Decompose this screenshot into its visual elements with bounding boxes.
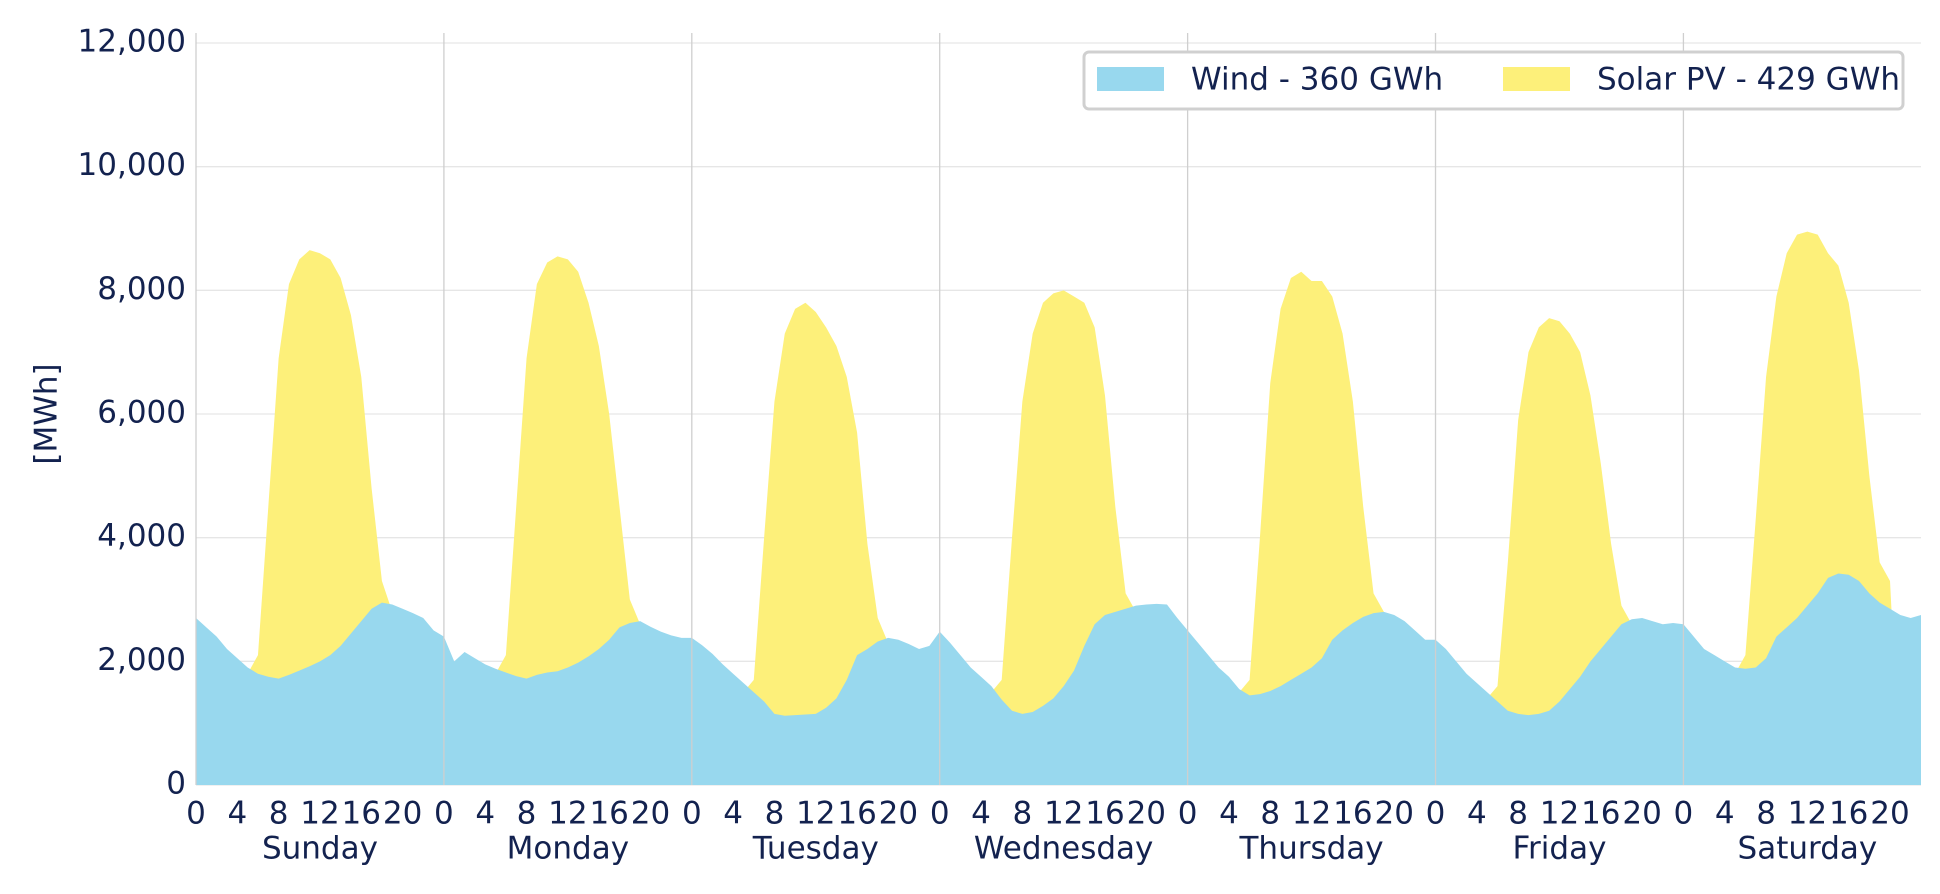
x-tick-label: 16: [1333, 796, 1372, 832]
x-tick-label: 0: [1674, 796, 1694, 832]
legend-label: Wind - 360 GWh: [1191, 62, 1443, 98]
x-tick-label: 16: [589, 796, 628, 832]
x-tick-label: 16: [342, 796, 381, 832]
day-label: Thursday: [1238, 831, 1383, 867]
y-tick-label: 8,000: [97, 271, 186, 307]
x-tick-label: 8: [765, 796, 785, 832]
x-tick-label: 20: [879, 796, 918, 832]
legend-label: Solar PV - 429 GWh: [1597, 62, 1900, 98]
x-tick-label: 12: [300, 796, 339, 832]
y-tick-label: 0: [166, 766, 186, 802]
x-tick-label: 20: [631, 796, 670, 832]
x-tick-label: 12: [1540, 796, 1579, 832]
day-label: Saturday: [1738, 831, 1878, 867]
x-tick-label: 20: [1622, 796, 1661, 832]
legend-swatch: [1503, 67, 1570, 91]
y-tick-label: 10,000: [78, 147, 186, 183]
x-tick-label: 4: [971, 796, 991, 832]
x-tick-label: 0: [1178, 796, 1198, 832]
y-axis-label: [MWh]: [29, 363, 65, 464]
area: [196, 573, 1921, 785]
x-tick-label: 20: [1374, 796, 1413, 832]
day-label: Wednesday: [974, 831, 1153, 867]
x-tick-label: 0: [1426, 796, 1446, 832]
legend-swatch: [1097, 67, 1164, 91]
areas: [196, 231, 1921, 785]
x-tick-label: 16: [1085, 796, 1124, 832]
day-label: Friday: [1512, 831, 1606, 867]
y-tick-label: 2,000: [97, 642, 186, 678]
x-tick-label: 4: [475, 796, 495, 832]
x-tick-label: 8: [1260, 796, 1280, 832]
x-tick-label: 20: [1127, 796, 1166, 832]
x-tick-label: 20: [1870, 796, 1909, 832]
x-tick-label: 4: [227, 796, 247, 832]
x-tick-label: 4: [723, 796, 743, 832]
x-tick-label: 20: [383, 796, 422, 832]
x-tick-label: 4: [1715, 796, 1735, 832]
x-tick-label: 0: [434, 796, 454, 832]
x-tick-label: 0: [682, 796, 702, 832]
x-tick-label: 8: [1508, 796, 1528, 832]
x-tick-label: 16: [1829, 796, 1868, 832]
x-tick-label: 8: [1756, 796, 1776, 832]
x-tick-label: 12: [796, 796, 835, 832]
y-tick-label: 4,000: [97, 518, 186, 554]
x-tick-label: 8: [517, 796, 537, 832]
x-tick-label: 4: [1467, 796, 1487, 832]
y-tick-label: 6,000: [97, 395, 186, 431]
x-tick-label: 12: [548, 796, 587, 832]
x-tick-label: 8: [269, 796, 289, 832]
x-tick-label: 12: [1292, 796, 1331, 832]
x-tick-label: 12: [1044, 796, 1083, 832]
x-tick-label: 0: [930, 796, 950, 832]
x-tick-label: 0: [186, 796, 206, 832]
x-tick-label: 8: [1012, 796, 1032, 832]
day-label: Monday: [507, 831, 629, 867]
x-tick-label: 16: [1581, 796, 1620, 832]
x-tick-label: 16: [837, 796, 876, 832]
legend-box: [1082, 50, 1905, 111]
day-label: Sunday: [262, 831, 378, 867]
x-tick-label: 12: [1788, 796, 1827, 832]
x-tick-label: 4: [1219, 796, 1239, 832]
day-label: Tuesday: [752, 831, 879, 867]
y-tick-label: 12,000: [78, 24, 186, 60]
